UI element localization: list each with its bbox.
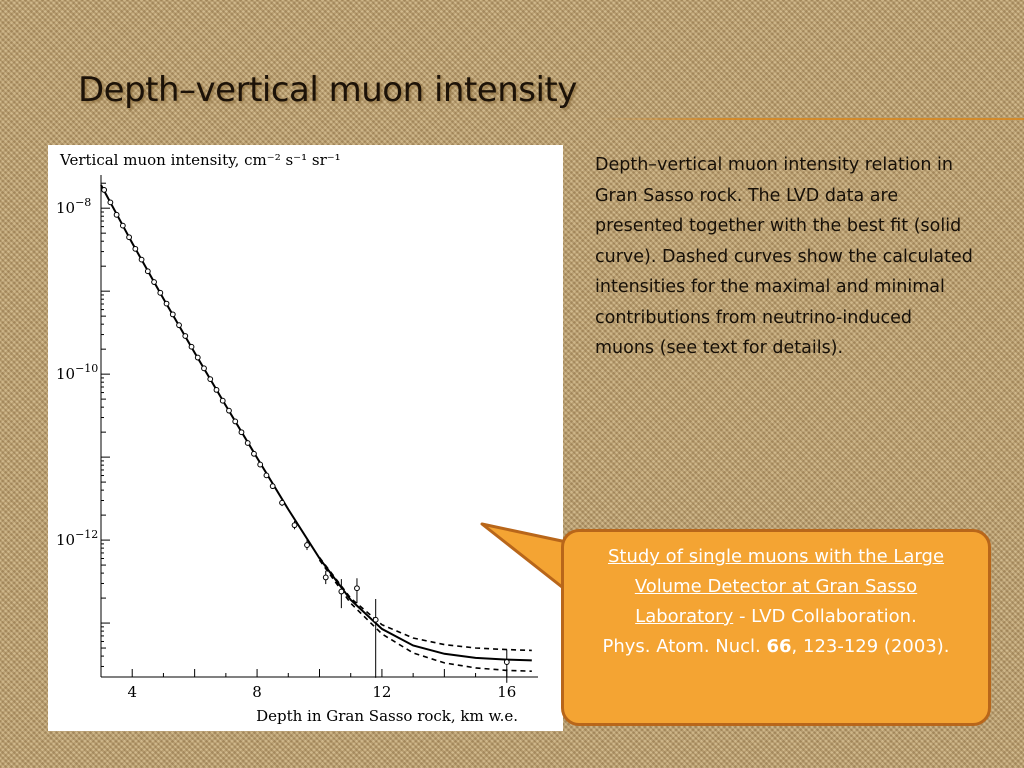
dashed-curve — [318, 557, 532, 652]
chart-ticks: 4 8 12 16 10−8 10−10 10−12 — [56, 182, 516, 701]
data-point — [244, 440, 251, 446]
reference-callout: Study of single muons with the Large Vol… — [561, 529, 991, 726]
data-point — [201, 365, 207, 372]
figure-panel: Vertical muon intensity, cm⁻² s⁻¹ sr⁻¹ D… — [48, 145, 563, 731]
figure-caption: Depth–vertical muon intensity relation i… — [595, 155, 973, 358]
muon-intensity-chart: Vertical muon intensity, cm⁻² s⁻¹ sr⁻¹ D… — [56, 151, 538, 725]
y-tick-exponent: −8 — [75, 196, 91, 209]
data-point — [126, 234, 132, 241]
data-point — [113, 211, 120, 218]
data-point — [188, 343, 195, 350]
data-point — [101, 187, 108, 193]
data-point — [354, 585, 360, 592]
chart-axes — [100, 175, 538, 678]
best-fit-curve — [100, 184, 532, 662]
chart-points — [101, 187, 510, 683]
data-point — [182, 333, 189, 339]
data-point — [144, 268, 151, 275]
x-tick-label: 16 — [497, 683, 516, 701]
reference-volume: 66 — [766, 636, 792, 657]
data-point — [132, 245, 139, 252]
x-tick-label: 4 — [127, 683, 137, 701]
x-axis-label: Depth in Gran Sasso rock, km w.e. — [256, 707, 518, 725]
data-point — [291, 522, 298, 529]
y-axis-label: Vertical muon intensity, cm⁻² s⁻¹ sr⁻¹ — [59, 151, 341, 169]
y-tick-label: 10−8 — [56, 196, 91, 217]
reference-pages-year: , 123-129 (2003). — [791, 636, 950, 657]
data-point — [503, 659, 510, 665]
data-point — [157, 289, 164, 296]
data-point — [207, 376, 214, 383]
x-tick-label: 8 — [252, 683, 262, 701]
data-point — [219, 397, 226, 404]
y-tick-exponent: −12 — [75, 528, 98, 541]
data-point — [163, 300, 170, 307]
data-point — [322, 574, 329, 581]
reference-authors: - LVD Collaboration. — [733, 606, 917, 627]
y-tick-label: 10−10 — [56, 362, 98, 383]
y-tick-exponent: −10 — [75, 362, 98, 375]
data-point — [169, 311, 176, 318]
data-point — [269, 483, 276, 490]
data-point — [119, 222, 126, 229]
data-point — [138, 256, 145, 263]
data-point — [338, 588, 345, 595]
chart-curves — [100, 184, 532, 672]
data-point — [194, 354, 201, 361]
data-point — [251, 450, 257, 457]
data-point — [263, 472, 270, 479]
data-point — [226, 407, 232, 414]
reference-journal: Phys. Atom. Nucl. — [602, 636, 767, 657]
y-tick-label: 10−12 — [56, 528, 98, 549]
data-point — [257, 461, 264, 468]
data-point — [213, 387, 220, 393]
data-point — [372, 616, 379, 623]
data-point — [232, 418, 239, 425]
reference-title-link[interactable]: Study of single muons with the Large Vol… — [607, 546, 945, 627]
data-point — [304, 542, 310, 548]
data-point — [279, 499, 285, 506]
x-tick-label: 12 — [372, 683, 391, 701]
data-point — [107, 199, 114, 206]
data-point — [238, 429, 245, 436]
title-rule — [600, 118, 1024, 120]
data-point — [151, 279, 157, 285]
slide-title: Depth–vertical muon intensity — [78, 70, 577, 110]
data-point — [176, 322, 182, 329]
